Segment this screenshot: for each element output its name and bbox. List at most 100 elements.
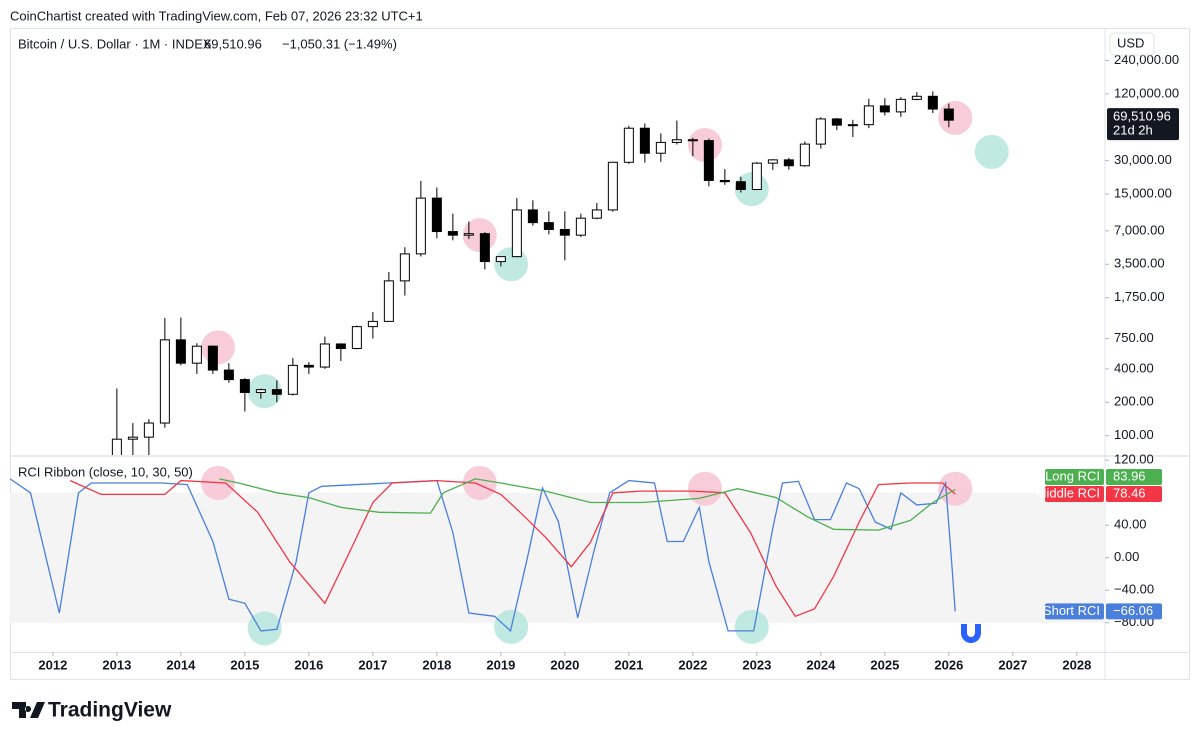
countdown-label: 21d 2h (1113, 123, 1153, 138)
candle-body (863, 105, 874, 126)
x-tick-label: 2013 (102, 657, 131, 672)
series-value-box (1106, 486, 1162, 503)
candle-body (351, 326, 362, 349)
x-tick-label: 2015 (230, 657, 259, 672)
candle-body (239, 379, 250, 393)
rci-band (10, 492, 1105, 623)
x-tick-label: 2025 (870, 657, 899, 672)
magnet-icon[interactable] (961, 624, 981, 643)
logo: TradingView (12, 699, 172, 722)
candle-body (447, 231, 458, 236)
y-tick-label: 7,000.00 (1114, 222, 1165, 237)
frame (10, 28, 1190, 680)
candle-body (559, 228, 570, 236)
candle-body (479, 233, 490, 263)
series-name: Long RCI (1045, 468, 1100, 483)
y-tick-label: 3,500.00 (1114, 256, 1165, 271)
candle-body (303, 364, 314, 368)
candle-body (431, 197, 442, 233)
candle-body (879, 105, 890, 113)
candle-body (159, 339, 170, 424)
rci-line (219, 478, 956, 531)
candle-body (511, 209, 522, 258)
highlight-marker (938, 100, 973, 135)
candle-body (655, 141, 666, 154)
candle-body (255, 389, 266, 393)
candle-body (463, 233, 474, 236)
series-value-label: 83.96 (1113, 468, 1146, 483)
currency: USD (1117, 35, 1144, 50)
candle-body (367, 320, 378, 328)
series-name: Middle RCI (1036, 485, 1100, 500)
candle-body (223, 369, 234, 381)
candle-body (495, 256, 506, 263)
rci-line (69, 479, 956, 618)
x-tick-label: 2023 (742, 657, 771, 672)
candle-body (111, 438, 122, 455)
currency-button[interactable] (1109, 32, 1155, 56)
candle-body (751, 162, 762, 190)
candle-body (335, 343, 346, 349)
price-pane (111, 91, 1009, 455)
candle-body (831, 118, 842, 126)
highlight-marker (200, 330, 235, 365)
y-tick-label: 0.00 (1114, 549, 1139, 564)
candle-body (719, 179, 730, 183)
x-tick-label: 2018 (422, 657, 451, 672)
x-tick-label: 2024 (806, 657, 836, 672)
candle-body (703, 140, 714, 181)
y-tick-label: 15,000.00 (1114, 186, 1172, 201)
candle-body (543, 222, 554, 230)
series-name-box (1045, 486, 1104, 503)
candle-body (575, 217, 586, 236)
candle-body (319, 343, 330, 368)
candle-body (527, 209, 538, 224)
series-value-label: 78.46 (1113, 485, 1146, 500)
candle-body (207, 345, 218, 371)
footer-brand: TradingView (48, 699, 172, 722)
candle-body (671, 139, 682, 143)
highlight-marker (688, 471, 723, 506)
candle-body (287, 364, 298, 395)
x-tick-label: 2016 (294, 657, 323, 672)
series-name: Short RCI (1043, 603, 1100, 618)
series-value-box (1106, 469, 1162, 486)
y-tick-label: 30,000.00 (1114, 152, 1172, 167)
candle-body (143, 422, 154, 438)
attribution: CoinChartist created with TradingView.co… (10, 8, 423, 23)
x-tick-label: 2020 (550, 657, 579, 672)
candle-body (895, 98, 906, 113)
symbol-title: Bitcoin / U.S. Dollar · 1M · INDEX (18, 36, 212, 51)
series-value-label: −66.06 (1113, 603, 1153, 618)
candle-body (783, 159, 794, 167)
candle-body (943, 108, 954, 121)
candle-body (399, 253, 410, 282)
candle-body (623, 127, 634, 163)
highlight-marker (734, 609, 769, 644)
y-tick-label: 240,000.00 (1114, 52, 1179, 67)
candle-body (175, 339, 186, 364)
y-tick-label: 1,750.00 (1114, 289, 1165, 304)
header-last: 69,510.96 (204, 36, 262, 51)
series-value-box (1106, 603, 1162, 620)
y-tick-label: 120,000.00 (1114, 85, 1179, 100)
candle-body (687, 139, 698, 142)
candle-body (847, 124, 858, 127)
candle-body (127, 436, 138, 440)
y-tick-label: 400.00 (1114, 360, 1154, 375)
x-tick-label: 2017 (358, 657, 387, 672)
indicator-title: RCI Ribbon (close, 10, 30, 50) (18, 464, 193, 479)
last-price-box (1107, 108, 1179, 141)
x-tick-label: 2021 (614, 657, 643, 672)
highlight-marker (462, 466, 497, 500)
candle-body (799, 143, 810, 167)
candle-body (735, 181, 746, 190)
series-name-box (1045, 603, 1104, 620)
highlight-marker (974, 134, 1009, 169)
x-tick-label: 2022 (678, 657, 707, 672)
x-tick-label: 2028 (1062, 657, 1091, 672)
candle-body (383, 280, 394, 322)
highlight-marker (247, 611, 282, 646)
